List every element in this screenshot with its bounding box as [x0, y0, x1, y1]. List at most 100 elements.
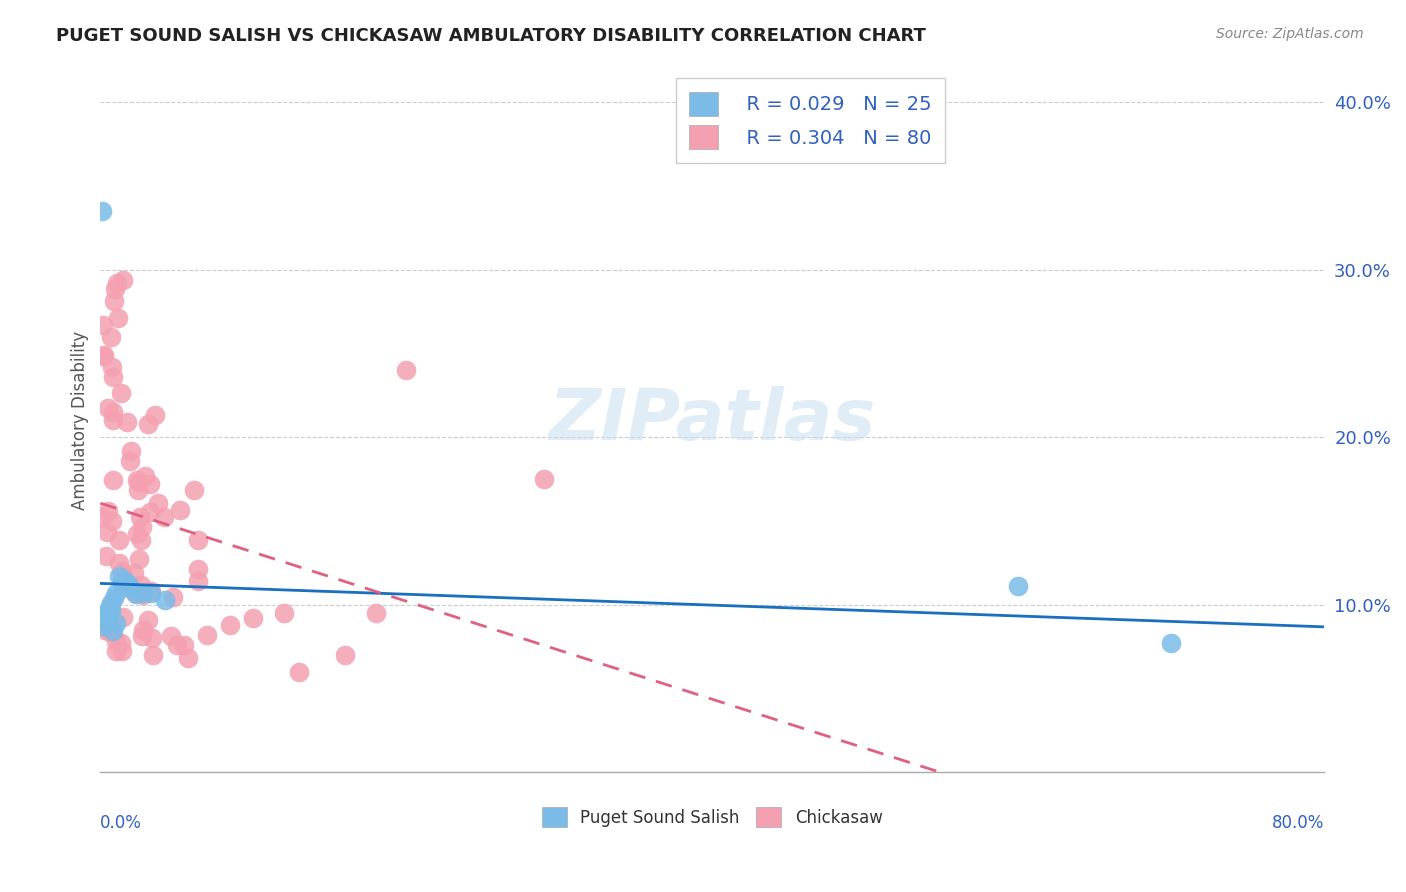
Point [97, 609, 120, 624]
Point [98, 599, 121, 614]
Point [124, 587, 146, 601]
Text: PUGET SOUND SALISH VS CHICKASAW AMBULATORY DISABILITY CORRELATION CHART: PUGET SOUND SALISH VS CHICKASAW AMBULATO… [56, 27, 927, 45]
Point [101, 413, 124, 427]
Point [114, 574, 136, 588]
Point [127, 586, 149, 600]
Point [91, 509, 114, 524]
Point [115, 415, 138, 429]
Point [142, 648, 165, 662]
Point [141, 631, 163, 645]
Text: Source: ZipAtlas.com: Source: ZipAtlas.com [1216, 27, 1364, 41]
Point [1160, 636, 1182, 650]
Point [107, 569, 129, 583]
Point [132, 588, 155, 602]
Point [131, 520, 153, 534]
Point [105, 634, 128, 648]
Point [124, 586, 146, 600]
Point [111, 574, 134, 588]
Point [112, 609, 135, 624]
Point [364, 606, 387, 620]
Point [395, 363, 418, 377]
Point [187, 562, 209, 576]
Point [93, 623, 115, 637]
Point [139, 477, 162, 491]
Point [101, 405, 124, 419]
Point [129, 578, 152, 592]
Text: ZIPatlas: ZIPatlas [548, 385, 876, 455]
Point [93, 349, 115, 363]
Point [91, 318, 114, 332]
Point [132, 623, 155, 637]
Point [100, 514, 122, 528]
Point [103, 591, 125, 605]
Point [97, 504, 120, 518]
Point [333, 648, 356, 662]
Point [187, 574, 209, 589]
Y-axis label: Ambulatory Disability: Ambulatory Disability [72, 331, 89, 510]
Point [125, 473, 148, 487]
Point [128, 510, 150, 524]
Point [166, 638, 188, 652]
Point [98, 625, 121, 640]
Point [152, 509, 174, 524]
Text: 80.0%: 80.0% [1272, 814, 1324, 832]
Point [120, 582, 142, 597]
Point [169, 503, 191, 517]
Point [104, 615, 127, 630]
Point [533, 472, 555, 486]
Point [110, 385, 132, 400]
Point [146, 496, 169, 510]
Point [112, 579, 135, 593]
Point [128, 475, 150, 490]
Point [105, 644, 128, 658]
Point [104, 586, 127, 600]
Point [139, 505, 162, 519]
Point [273, 606, 295, 620]
Point [96, 524, 118, 539]
Point [97, 401, 120, 415]
Point [90, 619, 112, 633]
Point [120, 443, 142, 458]
Point [138, 417, 160, 431]
Point [110, 635, 132, 649]
Point [288, 665, 311, 679]
Point [96, 549, 118, 563]
Point [117, 577, 139, 591]
Point [101, 624, 124, 639]
Point [197, 628, 219, 642]
Point [129, 533, 152, 547]
Point [103, 473, 125, 487]
Point [101, 360, 124, 375]
Point [93, 348, 115, 362]
Point [139, 584, 162, 599]
Point [107, 556, 129, 570]
Point [107, 311, 129, 326]
Point [127, 527, 149, 541]
Point [183, 483, 205, 497]
Point [111, 644, 134, 658]
Point [96, 606, 118, 620]
Point [159, 629, 181, 643]
Point [162, 590, 184, 604]
Point [93, 607, 115, 622]
Point [139, 586, 162, 600]
Point [94, 613, 117, 627]
Point [100, 596, 122, 610]
Point [127, 483, 149, 497]
Point [104, 282, 127, 296]
Point [136, 613, 159, 627]
Point [131, 629, 153, 643]
Point [101, 369, 124, 384]
Point [187, 533, 209, 548]
Point [111, 564, 134, 578]
Point [120, 454, 142, 468]
Point [108, 533, 131, 547]
Point [122, 566, 145, 581]
Point [153, 592, 176, 607]
Point [105, 276, 128, 290]
Point [132, 586, 155, 600]
Point [134, 468, 156, 483]
Point [103, 294, 125, 309]
Point [100, 602, 122, 616]
Point [242, 611, 264, 625]
